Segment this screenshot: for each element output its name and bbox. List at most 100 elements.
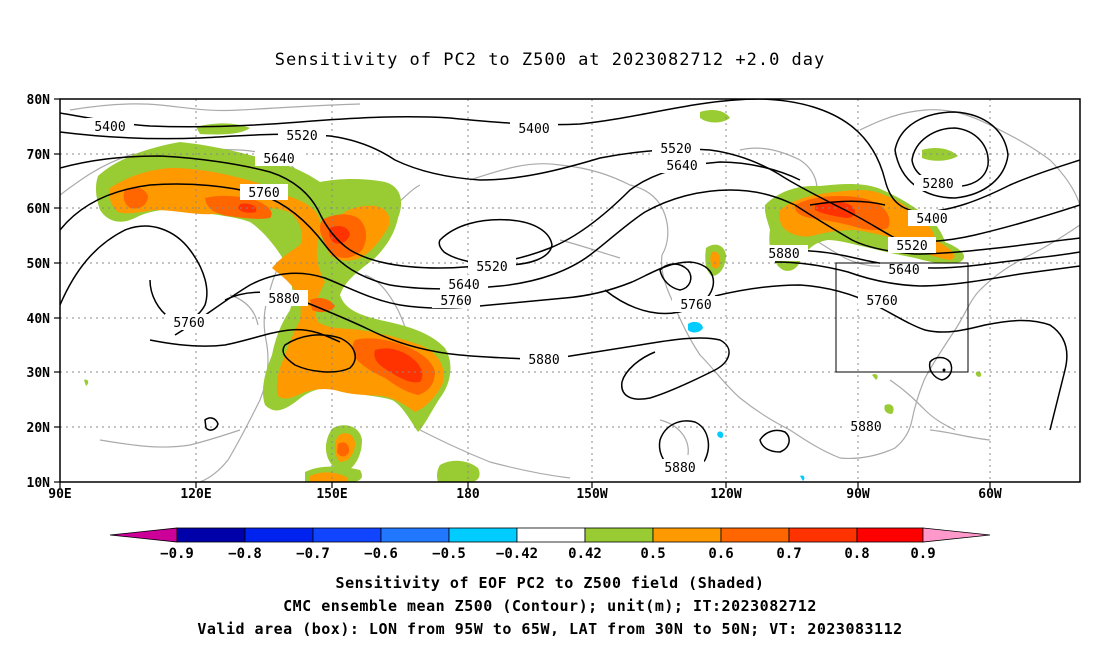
svg-text:5760: 5760 bbox=[248, 186, 279, 201]
colorbar-label-8: 0.5 bbox=[640, 546, 665, 562]
colorbar: −0.9 −0.8 −0.7 −0.6 −0.5 −0.42 0.42 0.5 … bbox=[109, 527, 991, 562]
lon-label-150e: 150E bbox=[316, 487, 347, 502]
contour-label-5520-central: 5520 bbox=[468, 258, 516, 275]
caption-line-2: CMC ensemble mean Z500 (Contour); unit(m… bbox=[283, 597, 817, 615]
contour-label-5880-south: 5880 bbox=[842, 418, 890, 435]
svg-text:5280: 5280 bbox=[922, 177, 953, 192]
svg-text:5520: 5520 bbox=[476, 260, 507, 275]
lon-label-120e: 120E bbox=[180, 487, 211, 502]
colorbar-seg-5 bbox=[448, 527, 518, 543]
svg-text:5400: 5400 bbox=[916, 212, 947, 227]
lat-label-40n: 40N bbox=[27, 312, 51, 327]
lon-label-180: 180 bbox=[456, 487, 480, 502]
colorbar-label-10: 0.7 bbox=[776, 546, 801, 562]
lat-label-10n: 10N bbox=[27, 476, 51, 491]
contour-label-5640-northeast: 5640 bbox=[880, 261, 928, 278]
svg-text:5760: 5760 bbox=[173, 316, 204, 331]
caption-line-3: Valid area (box): LON from 95W to 65W, L… bbox=[197, 620, 903, 638]
colorbar-label-6: −0.42 bbox=[496, 546, 538, 562]
colorbar-label-5: −0.5 bbox=[432, 546, 466, 562]
svg-text:5760: 5760 bbox=[440, 294, 471, 309]
lon-label-150w: 150W bbox=[576, 487, 607, 502]
colorbar-seg-7 bbox=[584, 527, 654, 543]
dot-marker bbox=[942, 368, 946, 372]
map-frame bbox=[59, 98, 1081, 483]
tick-marks bbox=[54, 98, 991, 488]
svg-text:5640: 5640 bbox=[448, 278, 479, 293]
contour-label-5760-west: 5760 bbox=[240, 184, 288, 201]
colorbar-label-4: −0.6 bbox=[364, 546, 398, 562]
contour-label-5640-west: 5640 bbox=[255, 150, 303, 167]
lon-label-90w: 90W bbox=[846, 487, 870, 502]
contour-label-5880-east: 5880 bbox=[760, 245, 808, 262]
colorbar-seg-4 bbox=[380, 527, 450, 543]
lon-label-120w: 120W bbox=[710, 487, 741, 502]
shading-cyan bbox=[688, 321, 805, 481]
contour-label-5880-central: 5880 bbox=[520, 351, 568, 368]
colorbar-label-9: 0.6 bbox=[708, 546, 733, 562]
valid-area-box bbox=[835, 262, 969, 373]
colorbar-label-1: −0.9 bbox=[160, 546, 194, 562]
svg-text:5640: 5640 bbox=[666, 159, 697, 174]
svg-text:5760: 5760 bbox=[866, 294, 897, 309]
shading-red bbox=[238, 201, 856, 383]
svg-text:5520: 5520 bbox=[286, 129, 317, 144]
colorbar-left-triangle bbox=[109, 527, 178, 543]
colorbar-right-triangle bbox=[922, 527, 991, 543]
svg-text:5880: 5880 bbox=[528, 353, 559, 368]
contour-label-5760-central: 5760 bbox=[432, 292, 480, 309]
svg-text:5400: 5400 bbox=[94, 120, 125, 135]
contour-label-5880-west: 5880 bbox=[260, 290, 308, 307]
contour-label-5520-east: 5520 bbox=[652, 140, 700, 157]
lat-label-80n: 80N bbox=[27, 93, 51, 108]
lat-labels: 80N 70N 60N 50N 40N 30N 20N 10N bbox=[27, 93, 51, 491]
svg-text:5880: 5880 bbox=[268, 292, 299, 307]
colorbar-label-11: 0.8 bbox=[844, 546, 869, 562]
chart-title: Sensitivity of PC2 to Z500 at 2023082712… bbox=[274, 50, 826, 70]
lat-label-20n: 20N bbox=[27, 421, 51, 436]
colorbar-seg-2 bbox=[244, 527, 314, 543]
colorbar-label-2: −0.8 bbox=[228, 546, 262, 562]
lon-label-90e: 90E bbox=[48, 487, 71, 502]
colorbar-seg-9 bbox=[720, 527, 790, 543]
svg-text:5520: 5520 bbox=[660, 142, 691, 157]
contour-label-5400-central: 5400 bbox=[510, 120, 558, 137]
lat-label-70n: 70N bbox=[27, 148, 51, 163]
svg-text:5760: 5760 bbox=[680, 298, 711, 313]
svg-text:5520: 5520 bbox=[896, 239, 927, 254]
contour-label-5880-pacific: 5880 bbox=[656, 459, 704, 476]
colorbar-seg-3 bbox=[312, 527, 382, 543]
lat-label-30n: 30N bbox=[27, 366, 51, 381]
svg-text:5400: 5400 bbox=[518, 122, 549, 137]
colorbar-label-12: 0.9 bbox=[910, 546, 935, 562]
contour-label-5520-northeast: 5520 bbox=[888, 237, 936, 254]
svg-text:5880: 5880 bbox=[768, 247, 799, 262]
lat-label-50n: 50N bbox=[27, 257, 51, 272]
contour-label-5280: 5280 bbox=[914, 175, 962, 192]
contour-label-5760-south: 5760 bbox=[165, 314, 213, 331]
svg-text:5880: 5880 bbox=[850, 420, 881, 435]
svg-text:5640: 5640 bbox=[888, 263, 919, 278]
colorbar-label-3: −0.7 bbox=[296, 546, 330, 562]
colorbar-seg-1 bbox=[176, 527, 246, 543]
svg-text:5880: 5880 bbox=[664, 461, 695, 476]
contour-label-5640-east: 5640 bbox=[658, 157, 706, 174]
svg-text:5640: 5640 bbox=[263, 152, 294, 167]
colorbar-seg-8 bbox=[652, 527, 722, 543]
colorbar-seg-11 bbox=[856, 527, 924, 543]
colorbar-label-7: 0.42 bbox=[568, 546, 602, 562]
lon-labels: 90E 120E 150E 180 150W 120W 90W 60W bbox=[48, 487, 1002, 502]
contour-label-5520-west: 5520 bbox=[278, 127, 326, 144]
contour-label-5640-central: 5640 bbox=[440, 276, 488, 293]
colorbar-seg-6 bbox=[516, 527, 586, 543]
colorbar-seg-10 bbox=[788, 527, 858, 543]
lon-label-60w: 60W bbox=[978, 487, 1002, 502]
contour-label-5760-northeast: 5760 bbox=[858, 292, 906, 309]
lat-label-60n: 60N bbox=[27, 202, 51, 217]
contour-label-5400-west: 5400 bbox=[86, 118, 134, 135]
contour-labels: 5400 5400 5520 5640 5760 5760 5880 5520 … bbox=[86, 118, 962, 476]
contour-label-5400-northeast: 5400 bbox=[908, 210, 956, 227]
contour-label-5760-east: 5760 bbox=[672, 296, 720, 313]
caption-line-1: Sensitivity of EOF PC2 to Z500 field (Sh… bbox=[335, 574, 765, 592]
